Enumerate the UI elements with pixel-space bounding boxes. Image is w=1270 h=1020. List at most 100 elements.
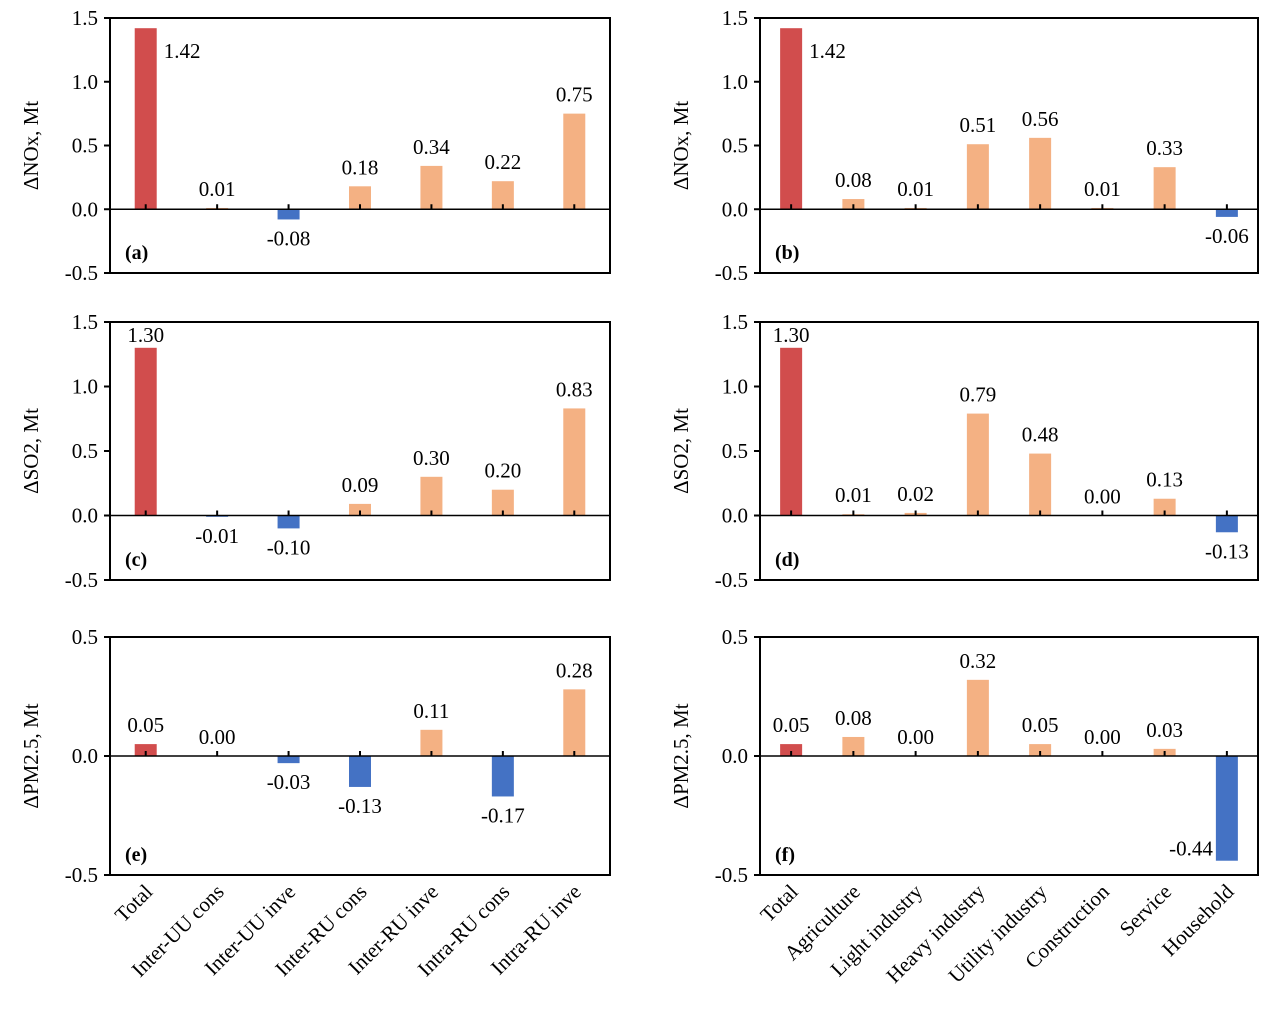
data-label: -0.44 [1169, 837, 1213, 861]
panel-label: (b) [775, 242, 799, 264]
data-label: 0.08 [835, 706, 872, 730]
bar-agriculture [842, 199, 865, 210]
y-tick-label: -0.5 [715, 568, 748, 592]
data-label: -0.01 [195, 524, 239, 548]
y-tick-label: 0.5 [722, 439, 748, 463]
data-label: 0.00 [1084, 725, 1121, 749]
bar-utility-industry [1029, 453, 1052, 516]
panel-b: 1.5 1.0 0.5 0.0 -0.5 ΔNOx, Mt 1.42 0.08 0.01 0.51… [669, 6, 1259, 285]
y-tick-label: 1.0 [722, 375, 748, 399]
bar-intra-ru-inve [563, 689, 586, 756]
category-label: Total [110, 879, 157, 926]
y-tick-label: 0.5 [72, 625, 98, 649]
plot-frame [759, 321, 1259, 581]
data-label: 1.42 [164, 39, 201, 63]
data-label: 0.30 [413, 446, 450, 470]
data-label: 0.01 [1084, 177, 1121, 201]
bar-heavy-industry [966, 144, 989, 210]
data-label: 1.30 [773, 323, 810, 347]
data-label: 0.05 [1022, 713, 1059, 737]
bar-inter-uu-inve [277, 756, 300, 764]
bar-utility-industry [1029, 744, 1052, 756]
y-tick-label: 0.0 [722, 744, 748, 768]
bar-intra-ru-inve [563, 408, 586, 516]
panel-c: 1.5 1.0 0.5 0.0 -0.5 ΔSO2, Mt 1.30 -0.01 -0.10 0.… [19, 310, 611, 592]
y-tick-label: 0.5 [72, 439, 98, 463]
data-label: 1.42 [809, 39, 846, 63]
data-label: 0.05 [127, 713, 164, 737]
data-label: 0.01 [897, 177, 934, 201]
y-tick-label: -0.5 [65, 568, 98, 592]
bar-total [134, 28, 157, 210]
data-label: -0.03 [267, 770, 311, 794]
bar-service [1153, 498, 1176, 516]
plot-frame [109, 321, 611, 581]
y-tick-label: 1.0 [722, 70, 748, 94]
bar-total [780, 28, 803, 210]
y-tick-label: 0.5 [722, 625, 748, 649]
y-tick-label: 1.5 [722, 310, 748, 334]
y-tick-label: 0.0 [72, 197, 98, 221]
panel-label: (d) [775, 549, 799, 571]
y-tick-label: -0.5 [65, 261, 98, 285]
bar-intra-ru-inve [563, 113, 586, 210]
data-label: 0.05 [773, 713, 810, 737]
data-label: 0.83 [556, 377, 593, 401]
bar-agriculture [842, 736, 865, 756]
bar-intra-ru-cons [491, 756, 514, 797]
bar-inter-ru-cons [349, 186, 371, 210]
category-label: Total [755, 879, 802, 926]
panel-label: (a) [125, 242, 148, 264]
data-label: -0.06 [1205, 224, 1249, 248]
data-label: 0.22 [484, 150, 521, 174]
data-label: 0.56 [1022, 107, 1059, 131]
data-label: 0.51 [960, 113, 997, 137]
bar-total [780, 744, 803, 756]
y-tick-label: 1.5 [72, 310, 98, 334]
bar-inter-ru-cons [349, 756, 371, 787]
data-label: -0.10 [267, 535, 311, 559]
panel-label: (c) [125, 549, 147, 571]
bar-heavy-industry [966, 413, 989, 516]
bar-heavy-industry [966, 679, 989, 756]
data-label: 0.03 [1146, 718, 1183, 742]
data-label: 0.28 [556, 658, 593, 682]
data-label: 0.01 [199, 177, 236, 201]
data-label: -0.13 [1205, 539, 1249, 563]
data-label: 1.30 [127, 323, 164, 347]
data-label: 0.34 [413, 135, 450, 159]
bar-service [1153, 167, 1176, 210]
data-label: 0.33 [1146, 136, 1183, 160]
data-label: 0.32 [960, 649, 997, 673]
bar-total [134, 744, 157, 756]
y-tick-label: -0.5 [65, 863, 98, 887]
data-label: -0.13 [338, 794, 382, 818]
y-axis-label: ΔSO2, Mt [19, 408, 43, 494]
y-axis-label: ΔNOx, Mt [669, 101, 693, 191]
y-tick-label: -0.5 [715, 863, 748, 887]
bar-inter-ru-inve [420, 165, 443, 210]
data-label: 0.20 [484, 459, 521, 483]
category-label: Service [1115, 880, 1177, 942]
panel-a: 1.5 1.0 0.5 0.0 -0.5 ΔNOx, Mt 1.42 0.01 -0.08 0.1… [19, 6, 611, 285]
data-label: 0.02 [897, 482, 934, 506]
data-label: 0.13 [1146, 468, 1183, 492]
bar-utility-industry [1029, 137, 1052, 210]
bar-total [780, 347, 803, 516]
bar-inter-ru-inve [420, 476, 443, 516]
bar-inter-uu-inve [277, 209, 300, 220]
y-tick-label: 0.0 [72, 504, 98, 528]
y-tick-label: 0.0 [722, 504, 748, 528]
bar-inter-uu-inve [277, 515, 300, 529]
panel-f: 0.5 0.0 -0.5 ΔPM2.5, Mt 0.05 0.08 0.00 0.32 0.05… [669, 625, 1259, 988]
data-label: 0.11 [413, 699, 449, 723]
y-tick-label: 0.0 [72, 744, 98, 768]
data-label: 0.75 [556, 83, 593, 107]
data-label: 0.00 [897, 725, 934, 749]
y-axis-label: ΔPM2.5, Mt [19, 703, 43, 808]
data-label: 0.79 [960, 383, 997, 407]
y-tick-label: 0.5 [72, 134, 98, 158]
data-label: 0.18 [342, 155, 379, 179]
data-label: -0.08 [267, 226, 311, 250]
y-tick-label: 1.0 [72, 70, 98, 94]
